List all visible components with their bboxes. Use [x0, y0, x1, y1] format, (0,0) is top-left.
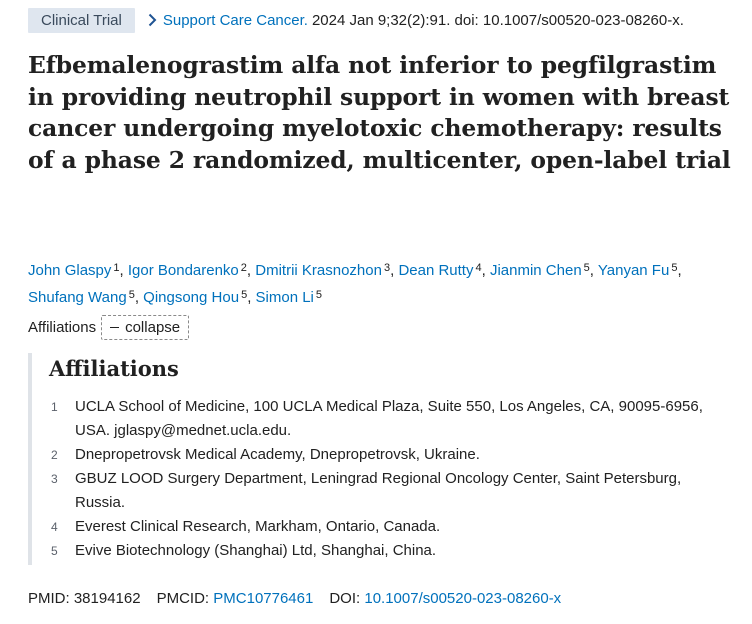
collapse-affiliations-button[interactable]: collapse — [101, 315, 190, 340]
author-link[interactable]: Yanyan Fu — [597, 262, 670, 279]
author-link[interactable]: Igor Bondarenko — [127, 262, 239, 279]
affiliations-list: 1 UCLA School of Medicine, 100 UCLA Medic… — [51, 395, 721, 563]
affiliation-number: 4 — [51, 520, 58, 534]
affiliations-toggle-row: Affiliations collapse — [28, 315, 190, 340]
affiliation-number: 2 — [51, 448, 58, 462]
affiliation-ref[interactable]: 5 — [128, 289, 135, 301]
author-item: Jianmin Chen 5, — [489, 262, 598, 279]
affiliation-text: Evive Biotechnology (Shanghai) Ltd, Shan… — [75, 542, 437, 559]
author-item: Igor Bondarenko 2, — [127, 262, 256, 279]
doi-group: DOI: 10.1007/s00520-023-08260-x — [329, 590, 561, 607]
affiliations-label: Affiliations — [28, 319, 97, 336]
article-identifiers: PMID: 38194162 PMCID: PMC10776461 DOI: 1… — [28, 590, 577, 607]
pmcid-link[interactable]: PMC10776461 — [213, 590, 314, 607]
affiliation-ref[interactable]: 5 — [583, 262, 590, 274]
affiliation-item: 1 UCLA School of Medicine, 100 UCLA Medic… — [51, 395, 721, 443]
article-title: Efbemalenograstim alfa not inferior to p… — [28, 51, 731, 175]
pmcid-label: PMCID: — [156, 590, 210, 607]
affiliation-text: Everest Clinical Research, Markham, Onta… — [75, 518, 441, 535]
publication-type-badge: Clinical Trial — [28, 7, 135, 33]
affiliation-number: 3 — [51, 472, 58, 486]
collapse-button-label: collapse — [125, 319, 181, 336]
citation-details: 2024 Jan 9;32(2):91. doi: 10.1007/s00520… — [311, 11, 684, 29]
affiliation-item: 4 Everest Clinical Research, Markham, Ont… — [51, 515, 721, 539]
doi-link[interactable]: 10.1007/s00520-023-08260-x — [364, 590, 562, 607]
author-item: Qingsong Hou 5, — [143, 289, 256, 306]
affiliations-panel: Affiliations 1 UCLA School of Medicine, 1… — [28, 353, 732, 565]
author-link[interactable]: Simon Li — [255, 289, 314, 306]
affiliation-ref[interactable]: 5 — [315, 289, 323, 301]
author-link[interactable]: Shufang Wang — [28, 289, 127, 306]
pmid-value: 38194162 — [73, 590, 141, 607]
author-link[interactable]: Jianmin Chen — [489, 262, 582, 279]
author-item: Dmitrii Krasnozhon 3, — [255, 262, 399, 279]
affiliation-ref[interactable]: 2 — [240, 262, 247, 274]
journal-name[interactable]: Support Care Cancer. — [162, 11, 308, 29]
authors-list: John Glaspy 1, Igor Bondarenko 2, Dmitrii … — [28, 256, 728, 310]
author-item: Yanyan Fu 5, — [597, 262, 682, 279]
affiliation-text: Dnepropetrovsk Medical Academy, Dneprope… — [75, 446, 480, 463]
doi-label: DOI: — [329, 590, 361, 607]
affiliation-ref[interactable]: 3 — [383, 262, 391, 274]
affiliation-text: GBUZ LOOD Surgery Department, Leningrad … — [75, 470, 682, 511]
author-link[interactable]: Dmitrii Krasnozhon — [255, 262, 382, 279]
pmid-group: PMID: 38194162 — [28, 590, 141, 607]
pmcid-group: PMCID: PMC10776461 — [157, 590, 314, 607]
chevron-right-icon — [148, 13, 157, 27]
article-header-row: Clinical Trial Support Care Cancer. 2024… — [28, 7, 684, 33]
affiliation-item: 5 Evive Biotechnology (Shanghai) Ltd, Sha… — [51, 539, 721, 563]
affiliation-item: 3 GBUZ LOOD Surgery Department, Leningrad… — [51, 467, 721, 515]
pmid-label: PMID: — [28, 590, 70, 607]
affiliation-ref[interactable]: 5 — [671, 262, 678, 274]
affiliation-number: 1 — [51, 400, 58, 414]
affiliation-ref[interactable]: 5 — [241, 289, 248, 301]
affiliation-ref[interactable]: 4 — [475, 262, 482, 274]
author-link[interactable]: Dean Rutty — [398, 262, 474, 279]
author-item: Shufang Wang 5, — [28, 289, 144, 306]
affiliation-ref[interactable]: 1 — [113, 262, 120, 274]
affiliation-number: 5 — [51, 544, 58, 558]
author-link[interactable]: Qingsong Hou — [143, 289, 240, 306]
citation-link[interactable]: Support Care Cancer. 2024 Jan 9;32(2):91… — [148, 12, 684, 29]
affiliations-heading: Affiliations — [49, 356, 179, 381]
minus-icon — [110, 326, 120, 329]
affiliation-text: UCLA School of Medicine, 100 UCLA Medica… — [75, 398, 703, 439]
author-link[interactable]: John Glaspy — [28, 262, 112, 279]
author-item: John Glaspy 1, — [28, 262, 128, 279]
author-item: Simon Li 5 — [256, 289, 322, 306]
author-item: Dean Rutty 4, — [398, 262, 490, 279]
affiliation-item: 2 Dnepropetrovsk Medical Academy, Dneprop… — [51, 443, 721, 467]
